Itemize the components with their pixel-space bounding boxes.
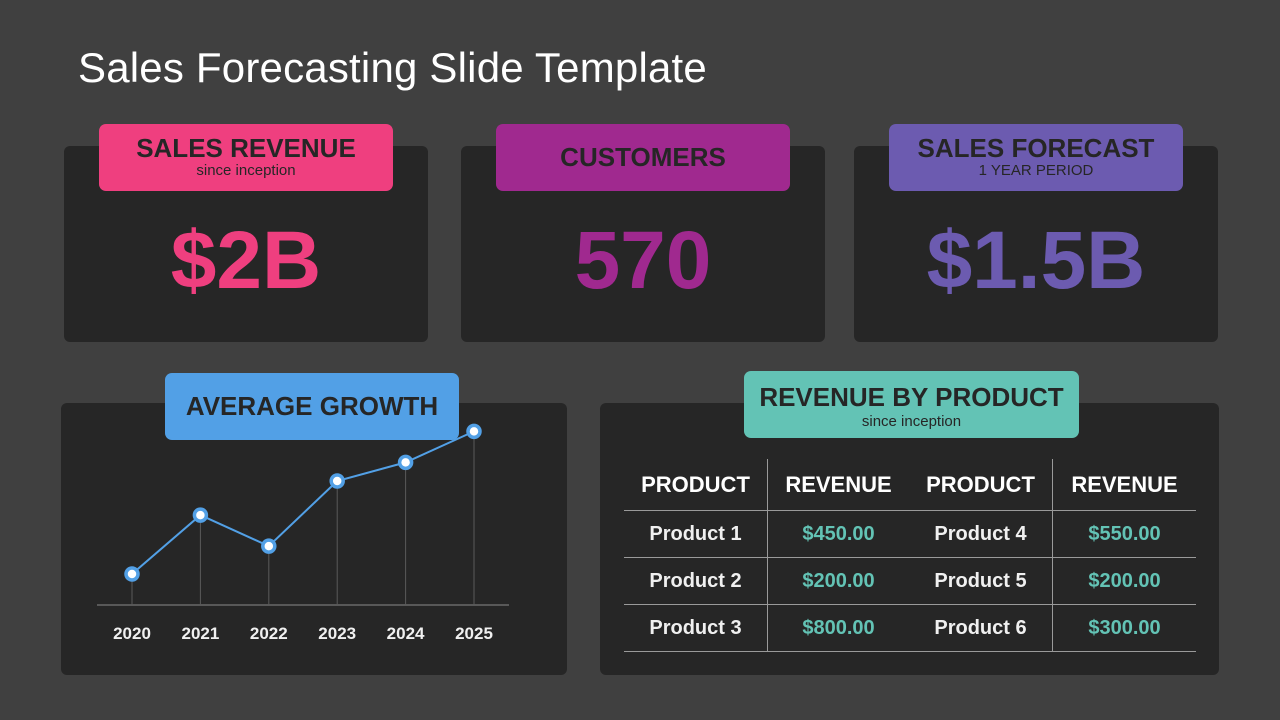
revenue-cell: $800.00 [767,604,909,652]
table-header-row: PRODUCT REVENUE PRODUCT REVENUE [624,459,1196,511]
revenue-by-product-label: REVENUE BY PRODUCT [759,382,1064,412]
revenue-by-product-tag: REVENUE BY PRODUCT since inception [744,371,1079,438]
x-tick-label: 2025 [455,624,493,643]
customers-label: CUSTOMERS [560,142,726,172]
customers-tag: CUSTOMERS [496,124,790,191]
product-cell: Product 3 [624,604,768,652]
table-row: Product 1 $450.00 Product 4 $550.00 [624,510,1196,558]
x-tick-label: 2024 [387,624,425,643]
customers-value: 570 [574,215,712,306]
product-cell: Product 6 [909,604,1053,652]
data-point [329,473,345,489]
header-product-1: PRODUCT [624,459,768,511]
data-point [192,507,209,523]
product-cell: Product 5 [909,557,1053,605]
product-cell: Product 1 [624,510,768,558]
x-tick-label: 2023 [318,624,356,643]
product-cell: Product 4 [909,510,1053,558]
sales-revenue-tag: SALES REVENUE since inception [99,124,393,191]
average-growth-label: AVERAGE GROWTH [185,391,439,421]
sales-forecast-label: SALES FORECAST [917,133,1155,163]
revenue-cell: $550.00 [1052,510,1196,558]
table-row: Product 3 $800.00 Product 6 $300.00 [624,604,1196,652]
sales-revenue-value: $2B [170,215,322,306]
sales-revenue-label: SALES REVENUE [136,133,356,163]
revenue-table: PRODUCT REVENUE PRODUCT REVENUE Product … [624,459,1196,652]
revenue-cell: $300.00 [1052,604,1196,652]
revenue-cell: $200.00 [767,557,909,605]
sales-revenue-sub: since inception [196,162,296,179]
x-tick-label: 2021 [181,624,219,643]
revenue-cell: $200.00 [1052,557,1196,605]
revenue-by-product-sub: since inception [861,413,962,430]
sales-forecast-value: $1.5B [926,215,1146,306]
sales-forecast-sub: 1 YEAR PERIOD [978,162,1094,179]
header-product-2: PRODUCT [909,459,1053,511]
data-point [124,566,140,582]
average-growth-tag: AVERAGE GROWTH [165,373,459,440]
average-growth-card [61,403,567,675]
average-growth-chart: 2020 2021 2022 2023 2024 2025 [97,423,509,643]
table-row: Product 2 $200.00 Product 5 $200.00 [624,557,1196,605]
data-point [466,423,482,440]
product-cell: Product 2 [624,557,768,605]
x-tick-label: 2020 [113,624,151,643]
header-revenue-1: REVENUE [767,459,909,511]
slide-title: Sales Forecasting Slide Template [78,44,707,91]
header-revenue-2: REVENUE [1052,459,1196,511]
data-point [397,454,414,471]
x-tick-label: 2022 [250,624,288,643]
data-point [261,538,277,554]
sales-forecast-tag: SALES FORECAST 1 YEAR PERIOD [889,124,1183,191]
growth-series-line [131,430,475,575]
revenue-cell: $450.00 [767,510,909,558]
